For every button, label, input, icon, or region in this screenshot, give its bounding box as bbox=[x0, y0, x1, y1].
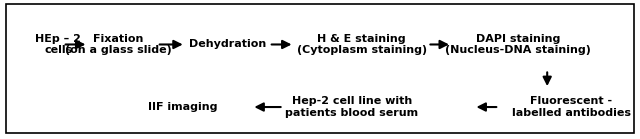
Text: Hep-2 cell line with
patients blood serum: Hep-2 cell line with patients blood seru… bbox=[285, 96, 419, 118]
Text: Dehydration: Dehydration bbox=[189, 39, 266, 49]
Text: HEp – 2
cells: HEp – 2 cells bbox=[35, 34, 81, 55]
Text: DAPI staining
(Nucleus-DNA staining): DAPI staining (Nucleus-DNA staining) bbox=[445, 34, 591, 55]
Text: IIF imaging: IIF imaging bbox=[148, 102, 217, 112]
Text: H & E staining
(Cytoplasm staining): H & E staining (Cytoplasm staining) bbox=[296, 34, 427, 55]
Text: Fluorescent -
labelled antibodies: Fluorescent - labelled antibodies bbox=[512, 96, 631, 118]
Text: Fixation
(on a glass slide): Fixation (on a glass slide) bbox=[65, 34, 172, 55]
